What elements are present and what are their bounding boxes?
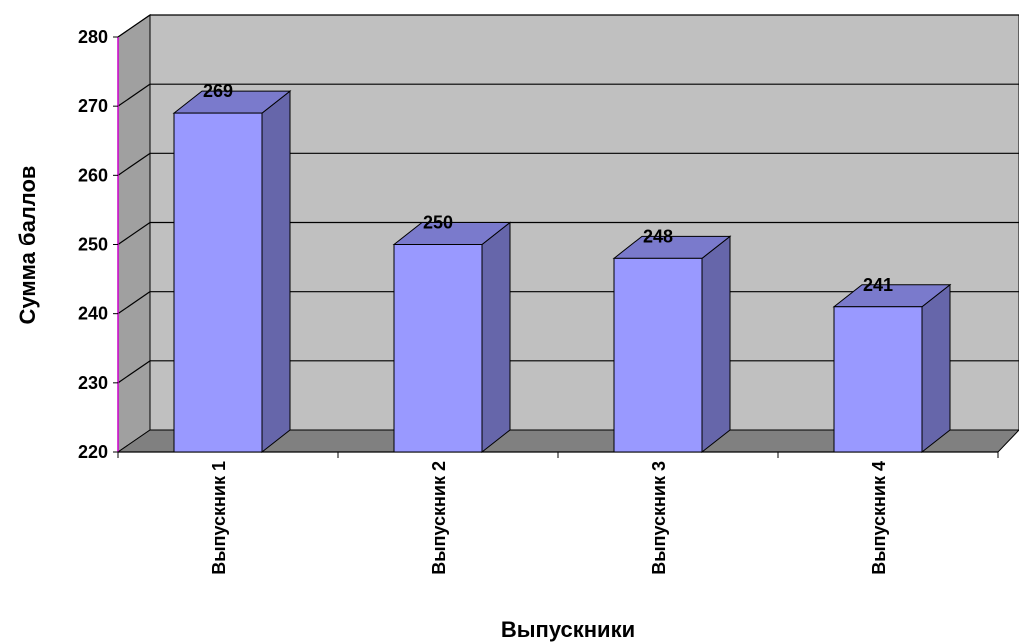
x-tick-label: Выпускник 3 — [649, 461, 669, 575]
y-tick-label: 240 — [78, 304, 108, 324]
y-tick-label: 270 — [78, 96, 108, 116]
bar-4 — [832, 283, 952, 454]
bar-3 — [612, 235, 732, 454]
data-label: 269 — [203, 81, 233, 101]
x-tick-label: Выпускник 2 — [429, 461, 449, 575]
y-tick-label: 250 — [78, 235, 108, 255]
bar-2 — [392, 221, 512, 454]
bar-front — [613, 257, 703, 453]
gridline-diag-250 — [117, 222, 151, 245]
y-tick-label: 280 — [78, 27, 108, 47]
data-label: 248 — [643, 226, 673, 246]
labels: 220 230 240 250 260 270 280 269 Выпускник 1 250 Вы… — [78, 27, 893, 575]
gridline-diag-270 — [117, 83, 151, 107]
y-tick-label: 220 — [78, 442, 108, 462]
y-tick-label: 260 — [78, 165, 108, 185]
bar-side — [261, 90, 291, 454]
y-tick-label: 230 — [78, 373, 108, 393]
bars — [172, 90, 952, 454]
x-axis-title: Выпускники — [501, 617, 635, 642]
bar-side — [921, 283, 951, 454]
bar-front — [173, 112, 263, 453]
x-tick-label: Выпускник 1 — [209, 461, 229, 575]
bar-1 — [172, 90, 292, 454]
gridline-diag-260 — [117, 152, 151, 176]
x-tick-label: Выпускник 4 — [869, 461, 889, 575]
bar-side — [701, 235, 731, 454]
data-label: 250 — [423, 213, 453, 233]
gridline-diag-280 — [117, 14, 151, 38]
bar-front — [833, 306, 923, 453]
data-label: 241 — [863, 275, 893, 295]
bar-front — [393, 244, 483, 453]
bar-side — [481, 221, 511, 454]
y-axis-title: Сумма баллов — [15, 166, 40, 325]
gridline-diag-230 — [117, 360, 151, 384]
gridline-diag-240 — [117, 291, 151, 315]
